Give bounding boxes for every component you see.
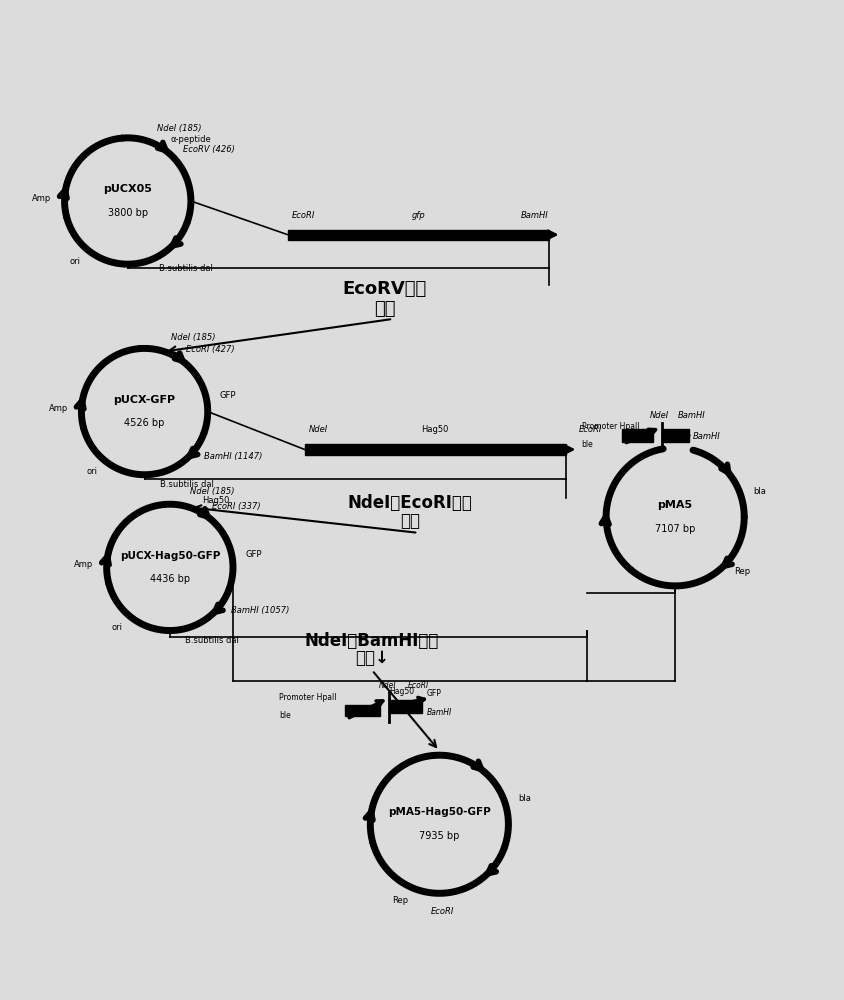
Text: α-peptide: α-peptide <box>170 135 211 144</box>
Text: BamHI: BamHI <box>426 708 452 717</box>
Text: NdeI: NdeI <box>308 425 327 434</box>
Text: EcoRI (337): EcoRI (337) <box>212 502 261 511</box>
Text: 7935 bp: 7935 bp <box>419 831 459 841</box>
Text: 连接↓: 连接↓ <box>354 649 388 667</box>
Text: 7107 bp: 7107 bp <box>654 524 695 534</box>
Text: pMA5: pMA5 <box>657 500 692 510</box>
Text: Amp: Amp <box>49 404 68 413</box>
Text: gfp: gfp <box>411 211 425 220</box>
Text: ble: ble <box>581 440 592 449</box>
Text: NdeI (185): NdeI (185) <box>171 333 215 342</box>
Text: GFP: GFP <box>426 689 441 698</box>
Text: Rep: Rep <box>733 567 749 576</box>
Text: pUCX-GFP: pUCX-GFP <box>113 395 176 405</box>
Text: 3800 bp: 3800 bp <box>107 208 148 218</box>
Text: EcoRI: EcoRI <box>577 425 601 434</box>
Text: ble: ble <box>279 711 290 720</box>
Text: NdeI: NdeI <box>649 411 668 420</box>
Text: BamHI: BamHI <box>677 411 704 420</box>
Text: EcoRI: EcoRI <box>292 211 315 220</box>
Text: EcoRI: EcoRI <box>407 680 429 690</box>
Text: Hag50: Hag50 <box>202 496 230 505</box>
Text: EcoRV酷切: EcoRV酷切 <box>342 280 426 298</box>
Text: EcoRI: EcoRI <box>430 907 453 916</box>
Text: bla: bla <box>753 487 766 496</box>
Text: bla: bla <box>517 794 530 803</box>
Text: EcoRI (427): EcoRI (427) <box>187 345 235 354</box>
Bar <box>288 230 549 240</box>
Text: ori: ori <box>111 623 122 632</box>
Text: B.subtilis dal: B.subtilis dal <box>160 264 213 273</box>
Text: BamHI (1147): BamHI (1147) <box>204 452 262 461</box>
Text: Hag50: Hag50 <box>421 425 448 434</box>
Text: Amp: Amp <box>74 560 93 569</box>
Text: GFP: GFP <box>245 550 262 559</box>
Text: 连接: 连接 <box>373 300 395 318</box>
Text: 4526 bp: 4526 bp <box>124 418 165 428</box>
Text: BamHI: BamHI <box>521 211 549 220</box>
Text: NdeI: NdeI <box>630 434 649 443</box>
Text: NdeI和EcoRI酷切: NdeI和EcoRI酷切 <box>347 494 472 512</box>
Text: ori: ori <box>86 467 97 476</box>
Text: B.subtilis dal: B.subtilis dal <box>160 480 214 489</box>
Text: GFP: GFP <box>219 391 235 400</box>
Text: NdeI (185): NdeI (185) <box>157 124 202 133</box>
Text: Rep: Rep <box>392 896 408 905</box>
Text: NdeI: NdeI <box>378 680 396 690</box>
Text: Promoter HpaII: Promoter HpaII <box>279 693 337 702</box>
Text: Amp: Amp <box>32 194 51 203</box>
Polygon shape <box>388 700 422 713</box>
Text: ori: ori <box>69 257 80 266</box>
Text: EcoRV (426): EcoRV (426) <box>182 145 234 154</box>
Text: pUCX-Hag50-GFP: pUCX-Hag50-GFP <box>120 551 219 561</box>
Text: 连接: 连接 <box>399 512 419 530</box>
Text: NdeI (185): NdeI (185) <box>190 487 235 496</box>
Text: B.subtilis dal: B.subtilis dal <box>185 636 239 645</box>
Text: 4436 bp: 4436 bp <box>149 574 190 584</box>
Text: BamHI: BamHI <box>691 432 719 441</box>
Polygon shape <box>621 429 652 442</box>
Text: pUCX05: pUCX05 <box>103 184 152 194</box>
Polygon shape <box>661 429 689 442</box>
Bar <box>304 444 565 455</box>
Text: Hag50: Hag50 <box>388 687 414 696</box>
Polygon shape <box>344 705 380 716</box>
Text: BamHI (1057): BamHI (1057) <box>231 606 289 615</box>
Text: NdeI和BamHI酷切: NdeI和BamHI酷切 <box>305 632 439 650</box>
Text: Promoter HpaII: Promoter HpaII <box>581 422 638 431</box>
Text: pMA5-Hag50-GFP: pMA5-Hag50-GFP <box>387 807 490 817</box>
